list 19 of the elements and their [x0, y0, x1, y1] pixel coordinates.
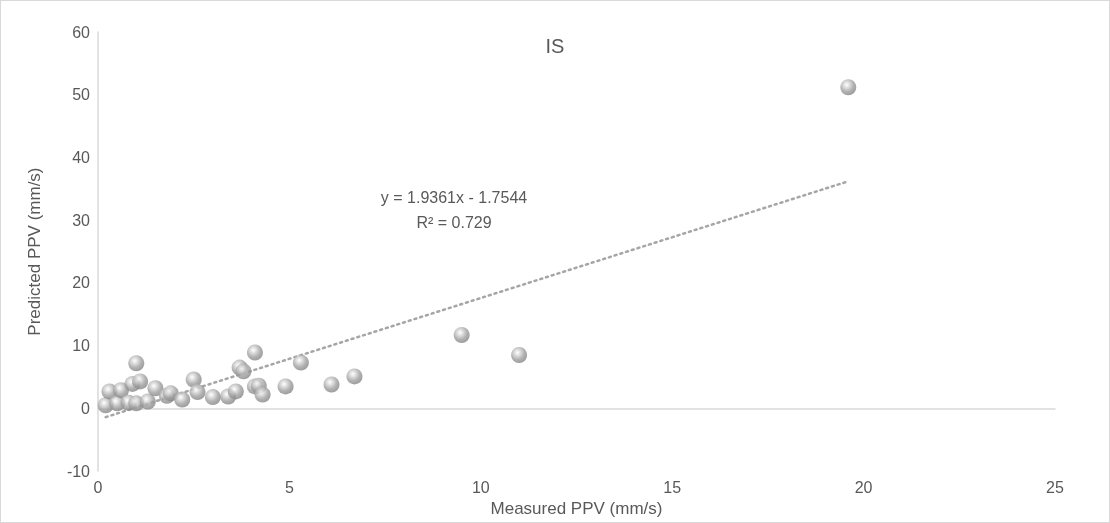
y-tick-label: 30: [72, 211, 91, 229]
x-axis-title: Measured PPV (mm/s): [490, 499, 663, 518]
x-tick-label: 10: [471, 478, 490, 496]
y-tick-label: -10: [66, 462, 91, 480]
x-tick-label: 15: [663, 478, 682, 496]
y-axis-title: Predicted PPV (mm/s): [25, 167, 44, 336]
y-tick-label: 50: [72, 86, 91, 104]
x-tick-label: 5: [284, 478, 294, 496]
x-tick-label: 25: [1046, 478, 1064, 496]
y-tick-label: 60: [72, 23, 91, 41]
annotation: R² = 0.729: [416, 213, 492, 231]
x-tick-label: 20: [854, 478, 873, 496]
chart-title: IS: [545, 35, 565, 57]
x-tick-label: 0: [93, 478, 103, 496]
y-tick-label: 0: [81, 399, 91, 417]
y-tick-label: 20: [72, 274, 91, 292]
y-tick-label: 40: [72, 148, 91, 166]
annotation: y = 1.9361x - 1.7544: [380, 188, 528, 206]
y-tick-label: 10: [72, 337, 91, 355]
